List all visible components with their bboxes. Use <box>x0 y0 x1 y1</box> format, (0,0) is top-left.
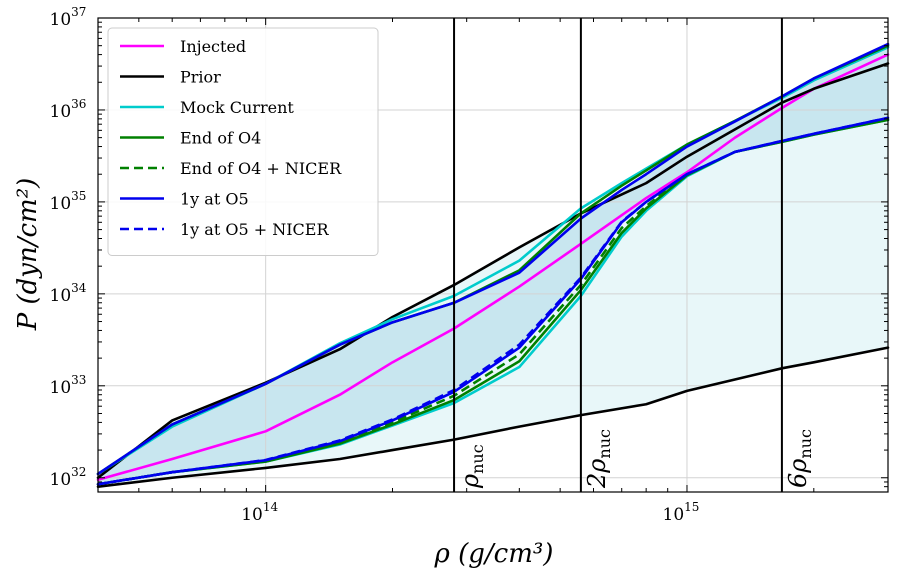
legend-label-6: 1y at O5 + NICER <box>180 220 329 239</box>
y-tick-label-2: 1034 <box>50 281 87 306</box>
legend: Injected Prior Mock Current End of O4 End of… <box>107 27 379 256</box>
y-tick-label-5: 1037 <box>50 5 87 30</box>
vline-label-0: ρnuc <box>456 444 487 489</box>
y-tick-label-1: 1033 <box>50 373 87 398</box>
plot-frame <box>97 17 889 493</box>
series-line-1y-at-o5-nicer-10 <box>97 116 889 486</box>
legend-label-3: End of O4 <box>180 129 261 148</box>
x-tick-label-0: 1014 <box>241 500 278 525</box>
y-tick-label-3: 1035 <box>50 189 87 214</box>
x-axis-label: ρ (g/cm³) <box>434 539 554 569</box>
legend-label-0: Injected <box>180 37 246 56</box>
y-tick-label-0: 1032 <box>50 465 87 490</box>
axis-ticks: 1014 1015 1032 1033 1034 1035 1036 1037 <box>50 5 889 525</box>
legend-label-2: Mock Current <box>180 98 294 117</box>
legend-box <box>107 27 379 256</box>
vline-label-2: 6ρnuc <box>784 429 815 488</box>
y-tick-label-4: 1036 <box>50 97 87 122</box>
legend-label-4: End of O4 + NICER <box>180 159 342 178</box>
legend-label-5: 1y at O5 <box>180 190 249 209</box>
vline-label-1: 2ρnuc <box>583 429 614 489</box>
y-axis-label: P (dyn/cm²) <box>13 178 43 332</box>
x-tick-label-1: 1015 <box>663 500 700 525</box>
legend-label-1: Prior <box>180 68 221 87</box>
series-line-injected-0 <box>96 53 890 482</box>
density-markers: ρnuc 2ρnuc 6ρnuc <box>453 18 815 492</box>
